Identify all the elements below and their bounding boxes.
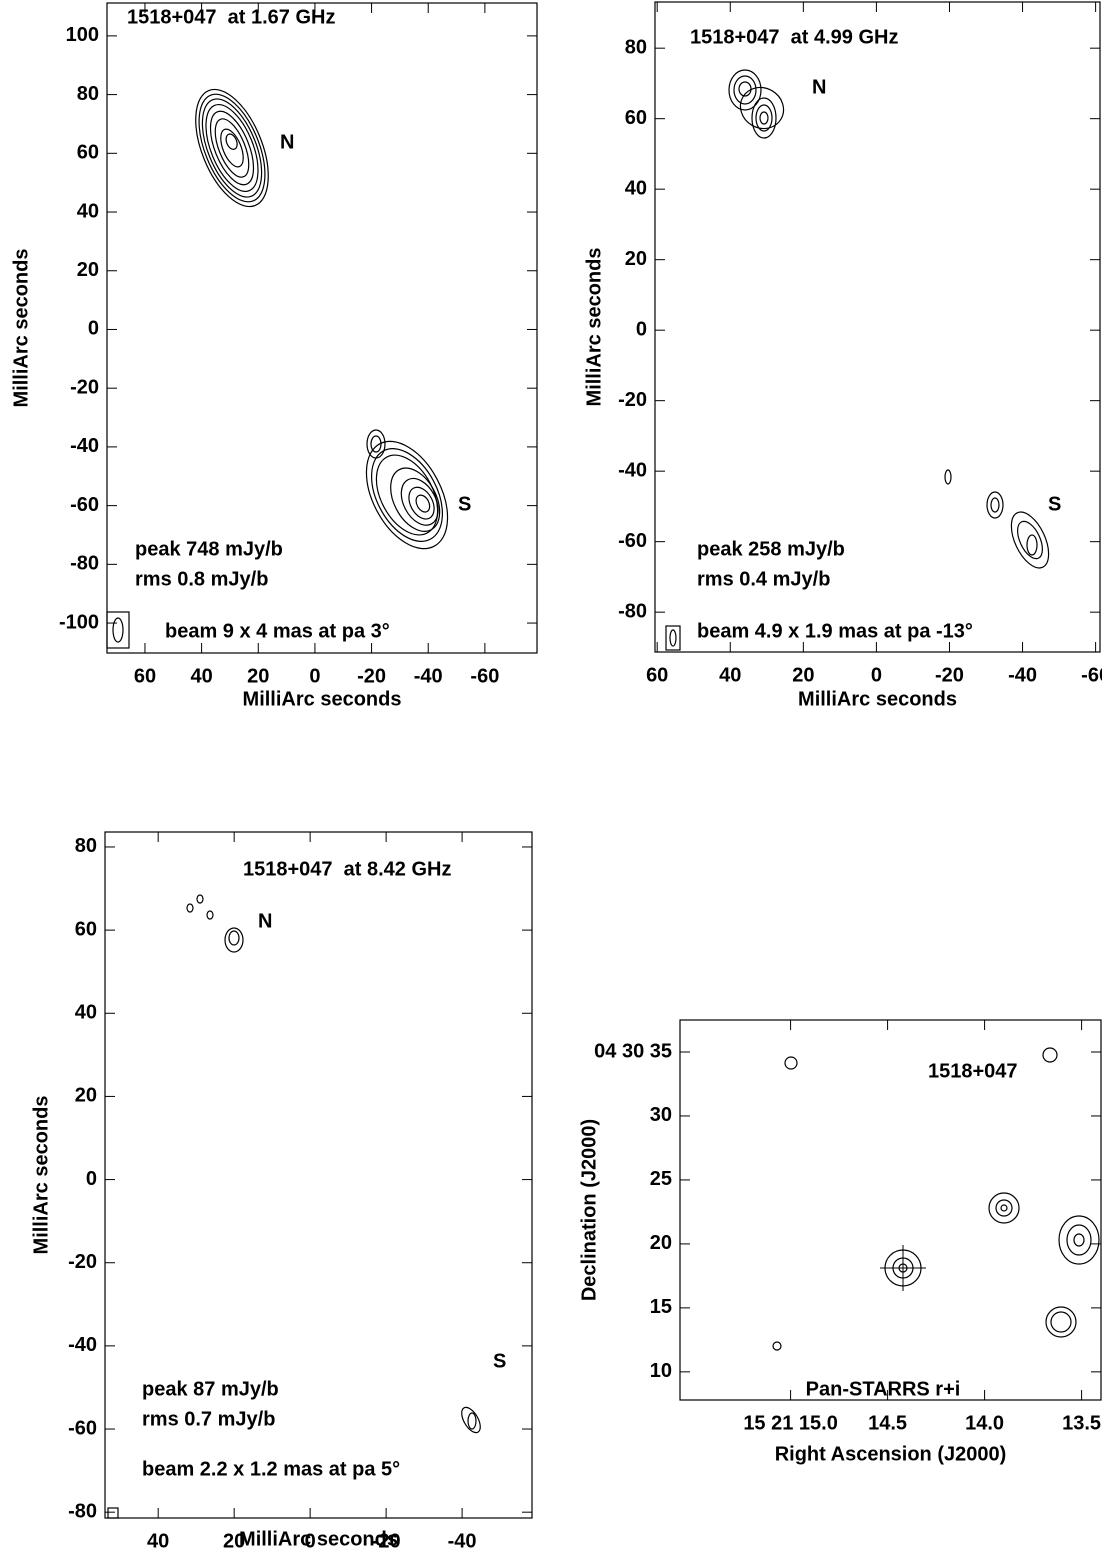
y-tick-label: 40 — [77, 200, 99, 222]
contours — [107, 79, 464, 648]
figure: 1518+047 at 1.67 GHz N S peak 748 mJy/b … — [0, 0, 1102, 1548]
contours — [773, 1048, 1099, 1350]
y-tick-label: 25 — [650, 1168, 672, 1190]
y-tick-label: 80 — [75, 835, 97, 857]
y-tick-label: -20 — [68, 1251, 97, 1273]
y-tick-label: 20 — [625, 248, 647, 270]
y-tick-label: 20 — [650, 1232, 672, 1254]
annotation: N — [258, 910, 272, 932]
y-tick-label: -40 — [68, 1334, 97, 1356]
x-tick-label: -20 — [935, 664, 964, 686]
annotation: rms 0.8 mJy/b — [135, 568, 268, 590]
annotation: beam 9 x 4 mas at pa 3° — [165, 620, 390, 642]
x-tick-label: 14.0 — [965, 1412, 1004, 1434]
annotation: beam 2.2 x 1.2 mas at pa 5° — [142, 1458, 400, 1480]
x-tick-label: -60 — [470, 665, 499, 687]
annotation: peak 87 mJy/b — [142, 1378, 279, 1400]
x-axis-label: Right Ascension (J2000) — [775, 1443, 1007, 1465]
y-tick-label: -80 — [68, 1500, 97, 1522]
annotation: rms 0.4 mJy/b — [697, 568, 830, 590]
y-tick-label: -40 — [618, 459, 647, 481]
annotation: Pan-STARRS r+i — [806, 1378, 961, 1400]
y-tick-label: -40 — [70, 435, 99, 457]
y-axis-label: MilliArc seconds — [10, 249, 32, 408]
annotation: beam 4.9 x 1.9 mas at pa -13° — [697, 620, 973, 642]
y-tick-label: 40 — [625, 177, 647, 199]
panel-title: 1518+047 — [928, 1060, 1018, 1082]
y-tick-label: 10 — [650, 1360, 672, 1382]
annotation: N — [812, 76, 826, 98]
panel-title: 1518+047 at 1.67 GHz — [127, 6, 335, 28]
x-tick-label: 40 — [719, 664, 741, 686]
y-tick-label: 40 — [75, 1002, 97, 1024]
page: 1518+047 at 1.67 GHz N S peak 748 mJy/b … — [0, 0, 1102, 1553]
annotation: peak 258 mJy/b — [697, 538, 845, 560]
x-tick-label: 60 — [646, 664, 668, 686]
annotation: S — [1048, 493, 1061, 515]
y-tick-label: 60 — [75, 918, 97, 940]
x-tick-label: -60 — [1081, 664, 1102, 686]
y-tick-label: 60 — [625, 107, 647, 129]
y-tick-label: 80 — [625, 36, 647, 58]
annotation: S — [458, 493, 471, 515]
panel-title: 1518+047 at 8.42 GHz — [243, 858, 451, 880]
x-axis-label: MilliArc seconds — [798, 688, 957, 710]
y-tick-label: 0 — [636, 318, 647, 340]
x-tick-label: 40 — [147, 1530, 169, 1548]
x-tick-label: -40 — [414, 665, 443, 687]
y-tick-label: 60 — [77, 142, 99, 164]
y-tick-label: 20 — [77, 259, 99, 281]
y-axis-label: MilliArc seconds — [30, 1096, 52, 1255]
x-tick-label: 14.5 — [868, 1412, 907, 1434]
y-axis-label: Declination (J2000) — [578, 1119, 600, 1301]
y-tick-label: 0 — [86, 1168, 97, 1190]
x-tick-label: 15 21 15.0 — [743, 1412, 838, 1434]
annotation: S — [493, 1350, 506, 1372]
x-tick-label: -40 — [448, 1530, 477, 1548]
y-tick-label: 100 — [66, 24, 99, 46]
y-tick-label: -80 — [70, 553, 99, 575]
y-axis-label: MilliArc seconds — [583, 248, 605, 407]
x-tick-label: 20 — [247, 665, 269, 687]
y-tick-label: -100 — [59, 611, 99, 633]
y-tick-label: -60 — [68, 1417, 97, 1439]
x-tick-label: 40 — [190, 665, 212, 687]
panel-title: 1518+047 at 4.99 GHz — [690, 26, 898, 48]
y-tick-label: 15 — [650, 1296, 672, 1318]
x-axis-label: MilliArc seconds — [243, 688, 402, 710]
x-tick-label: -20 — [357, 665, 386, 687]
x-tick-label: 60 — [134, 665, 156, 687]
contours — [666, 70, 1056, 650]
x-axis-label: MilliArc seconds — [239, 1528, 398, 1548]
y-tick-label: 0 — [88, 318, 99, 340]
x-tick-label: 20 — [792, 664, 814, 686]
y-tick-label: -60 — [70, 494, 99, 516]
y-tick-label: -20 — [70, 376, 99, 398]
annotation: rms 0.7 mJy/b — [142, 1408, 275, 1430]
y-tick-label: -60 — [618, 530, 647, 552]
y-tick-label: 30 — [650, 1104, 672, 1126]
x-tick-label: 0 — [309, 665, 320, 687]
annotation: peak 748 mJy/b — [135, 538, 283, 560]
y-tick-label: 20 — [75, 1085, 97, 1107]
x-tick-label: -40 — [1008, 664, 1037, 686]
annotation: N — [280, 131, 294, 153]
y-tick-label: 04 30 35 — [594, 1040, 672, 1062]
y-tick-label: 80 — [77, 83, 99, 105]
x-tick-label: 0 — [871, 664, 882, 686]
plot-frame — [680, 1020, 1101, 1400]
x-tick-label: 13.5 — [1062, 1412, 1101, 1434]
y-tick-label: -20 — [618, 389, 647, 411]
y-tick-label: -80 — [618, 600, 647, 622]
